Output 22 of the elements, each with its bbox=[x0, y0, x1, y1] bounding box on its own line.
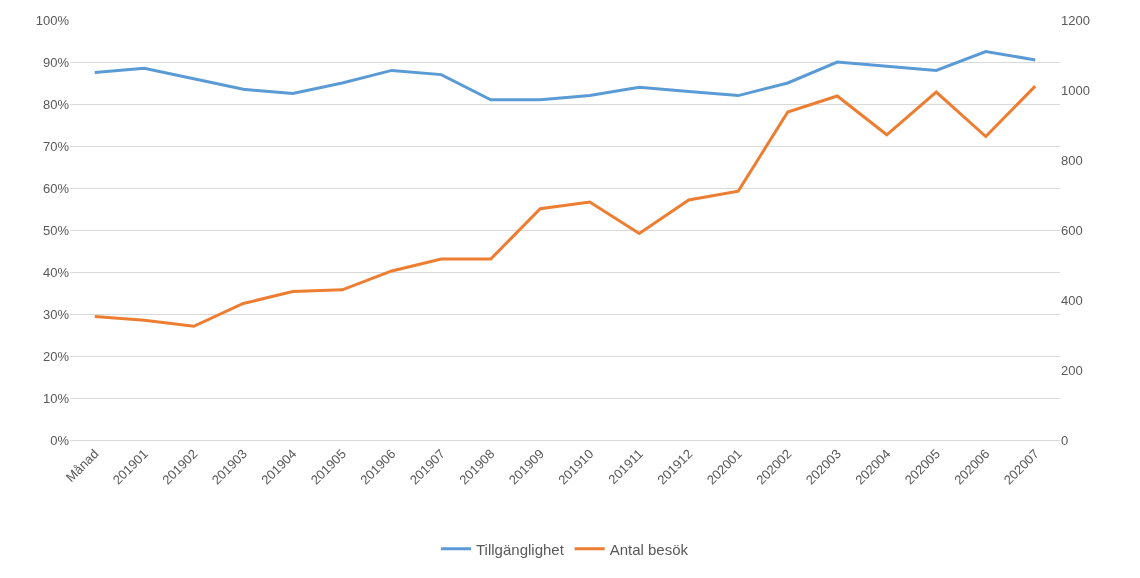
y2-tick-label: 800 bbox=[1061, 152, 1083, 168]
y2-tick-label: 1000 bbox=[1061, 82, 1090, 98]
y-tick-label: 60% bbox=[42, 180, 70, 196]
y-tick-label: 20% bbox=[42, 348, 70, 364]
y-tick-label: 100% bbox=[35, 12, 70, 28]
y-tick-label: 80% bbox=[42, 96, 70, 112]
y-tick-label: 10% bbox=[42, 390, 70, 406]
y-tick-label: 0% bbox=[50, 432, 70, 448]
line-series bbox=[93, 50, 1037, 102]
y-tick-label: 90% bbox=[42, 54, 70, 70]
y2-tick-label: 400 bbox=[1061, 292, 1083, 308]
y2-tick-label: 0 bbox=[1061, 432, 1069, 448]
y2-tick-label: 200 bbox=[1061, 362, 1083, 378]
y2-tick-label: 600 bbox=[1061, 222, 1083, 238]
line-series bbox=[93, 84, 1037, 328]
y-tick-label: 70% bbox=[42, 138, 70, 154]
y-tick-label: 30% bbox=[42, 306, 70, 322]
y-tick-label: 50% bbox=[42, 222, 70, 238]
y-tick-label: 40% bbox=[42, 264, 70, 280]
y2-tick-label: 1200 bbox=[1061, 12, 1090, 28]
legend-label: Tillgänglighet bbox=[476, 540, 565, 558]
legend-label: Antal besök bbox=[609, 540, 689, 558]
